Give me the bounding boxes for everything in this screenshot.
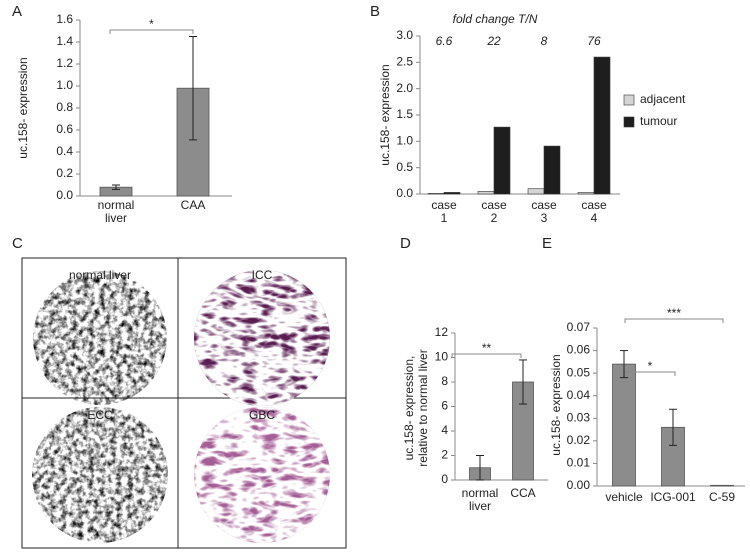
error-bar	[189, 36, 197, 141]
y-tick-label: 1.4	[56, 34, 73, 48]
y-tick-label: 10	[435, 350, 449, 364]
x-tick-label: vehicle	[605, 490, 643, 504]
y-axis-title: relative to normal liver	[416, 349, 430, 466]
y-tick-label: 12	[435, 325, 449, 339]
error-bar	[519, 359, 527, 405]
y-tick-label: 0.4	[56, 144, 73, 158]
tissue-core	[33, 271, 167, 405]
x-tick-label: case 1	[431, 198, 457, 225]
bar	[527, 188, 545, 195]
y-tick-label: 0.05	[567, 365, 591, 379]
bar	[493, 126, 511, 195]
error-bar	[476, 455, 484, 481]
significance-label: *	[648, 359, 653, 373]
significance-bracket	[451, 353, 522, 358]
image-label: normal liver	[69, 268, 131, 282]
y-tick-label: 6	[441, 399, 448, 413]
y-tick-label: 0.5	[396, 160, 413, 174]
panel-label: B	[370, 3, 380, 20]
y-tick-label: 1.6	[56, 12, 73, 26]
x-tick-label: case 4	[581, 198, 607, 225]
tissue-texture	[194, 407, 330, 543]
y-tick-label: 8	[441, 374, 448, 388]
tissue-core	[32, 407, 168, 543]
panel-label: C	[12, 235, 23, 252]
panel-label: E	[542, 235, 552, 252]
y-tick-label: 0.0	[396, 186, 413, 200]
x-tick-label: CCA	[510, 486, 535, 500]
y-tick-label: 3.0	[396, 28, 413, 42]
error-bar	[112, 184, 120, 190]
y-tick-label: 2.0	[396, 81, 413, 95]
x-tick-label: normal liver	[98, 198, 135, 225]
y-tick-label: 0.01	[567, 456, 591, 470]
image-label: ICC	[252, 268, 273, 282]
significance-label: ***	[667, 306, 681, 320]
y-tick-label: 0.0	[56, 188, 73, 202]
y-axis-title: uc.158- expression	[16, 57, 30, 158]
significance-label: *	[149, 17, 154, 31]
y-tick-label: 1.0	[56, 78, 73, 92]
image-label: ECC	[87, 408, 113, 422]
y-tick-label: 0.6	[56, 122, 73, 136]
annotation: 22	[486, 34, 501, 48]
y-tick-label: 1.0	[396, 134, 413, 148]
legend-swatch	[623, 94, 635, 106]
y-tick-label: 4	[441, 423, 448, 437]
y-axis-title: uc.158- expression,	[402, 356, 416, 461]
legend-label: adjacent	[640, 92, 686, 106]
x-tick-label: normal liver	[462, 486, 499, 513]
y-tick-label: 1.5	[396, 107, 413, 121]
x-tick-label: case 3	[531, 198, 557, 225]
y-tick-label: 0.07	[567, 320, 591, 334]
image-label: GBC	[249, 408, 275, 422]
tissue-texture	[194, 270, 330, 406]
bar	[477, 191, 495, 195]
annotation: 6.6	[436, 34, 453, 48]
y-tick-label: 0.04	[567, 388, 591, 402]
error-bar	[669, 408, 677, 446]
error-bar	[620, 350, 628, 379]
y-tick-label: 1.2	[56, 56, 73, 70]
significance-bracket	[624, 318, 724, 323]
y-tick-label: 0.02	[567, 433, 591, 447]
significance-label: **	[482, 341, 492, 355]
y-tick-label: 2.5	[396, 55, 413, 69]
bar	[612, 363, 636, 487]
bar	[577, 192, 595, 195]
bar	[543, 145, 561, 195]
y-axis-title: uc.158- expression	[378, 64, 392, 165]
y-tick-label: 0.2	[56, 166, 73, 180]
annotation-title: fold change T/N	[453, 12, 538, 26]
bar	[443, 192, 461, 195]
y-tick-label: 0.06	[567, 343, 591, 357]
y-tick-label: 2	[441, 448, 448, 462]
legend-swatch	[623, 116, 635, 128]
panel-label: D	[400, 235, 411, 252]
annotation: 76	[587, 34, 601, 48]
y-tick-label: 0.8	[56, 100, 73, 114]
legend-label: tumour	[640, 114, 677, 128]
bar	[427, 193, 445, 195]
bar	[710, 484, 734, 487]
significance-bracket	[624, 371, 676, 376]
significance-bracket	[109, 29, 194, 34]
bar	[593, 56, 611, 195]
annotation: 8	[541, 34, 548, 48]
panel-label: A	[12, 3, 22, 20]
x-tick-label: ICG-001	[650, 490, 696, 504]
tissue-panel: normal liver ICC ECC GBC	[21, 257, 347, 549]
y-tick-label: 0.00	[567, 478, 591, 492]
y-tick-label: 0	[441, 472, 448, 486]
x-tick-label: CAA	[181, 198, 206, 212]
y-tick-label: 0.03	[567, 410, 591, 424]
x-tick-label: C-59	[709, 490, 735, 504]
x-tick-label: case 2	[481, 198, 507, 225]
y-axis-title: uc.158- expression	[549, 354, 563, 455]
